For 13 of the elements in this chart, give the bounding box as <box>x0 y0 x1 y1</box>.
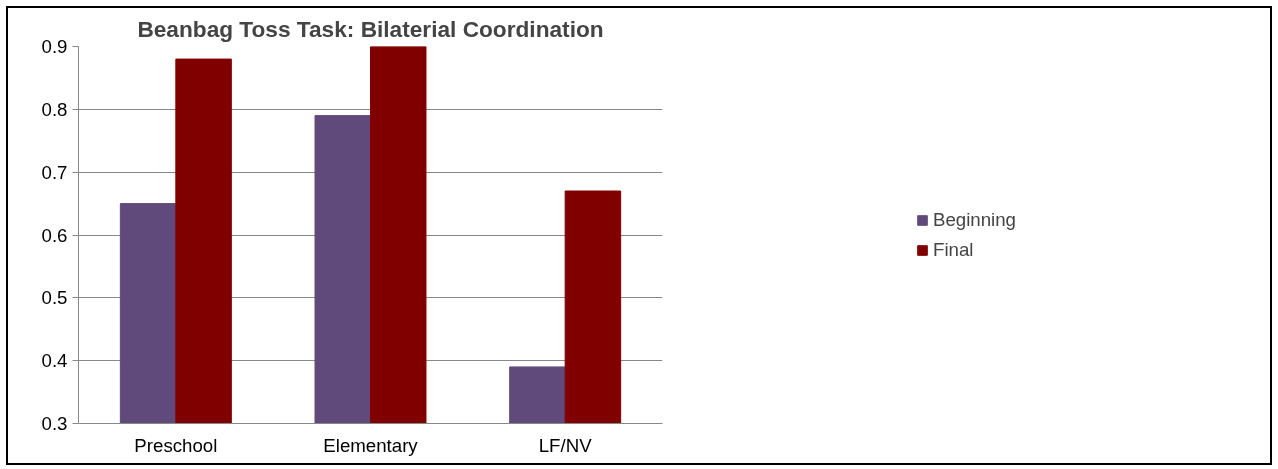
chart-title: Beanbag Toss Task: Bilaterial Coordination <box>137 15 604 42</box>
x-tick-label: Preschool <box>134 434 218 456</box>
x-tick-label: Elementary <box>323 434 419 456</box>
legend-label: Beginning <box>933 208 1016 231</box>
y-tick-label: 0.4 <box>41 350 68 372</box>
x-tick-label: LF/NV <box>538 434 593 456</box>
y-tick-label: 0.5 <box>41 287 68 309</box>
legend-label: Final <box>933 238 974 261</box>
y-tick-label: 0.9 <box>41 36 68 57</box>
y-tick-label: 0.7 <box>41 161 68 183</box>
y-tick-label: 0.8 <box>41 98 68 120</box>
y-tick-label: 0.3 <box>41 413 68 434</box>
y-tick-label: 0.6 <box>41 224 68 246</box>
